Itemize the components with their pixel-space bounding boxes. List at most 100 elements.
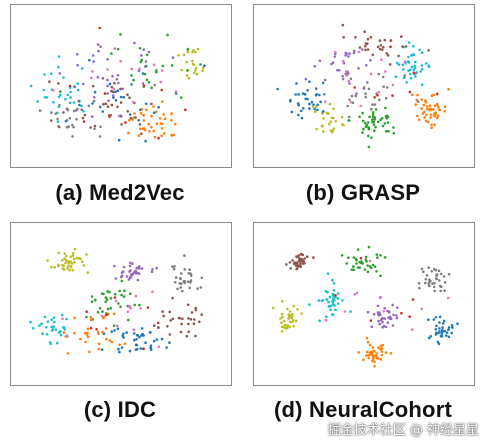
scatter-point — [450, 324, 454, 327]
scatter-point — [376, 93, 379, 97]
scatter-point — [362, 127, 365, 131]
scatter-point — [400, 35, 403, 38]
scatter-point — [75, 117, 78, 121]
scatter-point — [435, 102, 439, 106]
scatter-point — [65, 317, 68, 321]
scatter-point — [82, 120, 86, 123]
scatter-point — [332, 116, 335, 120]
scatter-point — [341, 77, 345, 81]
scatter-point — [76, 107, 79, 111]
scatter-point — [151, 290, 154, 294]
scatter-point — [379, 118, 382, 122]
scatter-point — [67, 260, 70, 263]
scatter-point — [373, 360, 376, 364]
scatter-point — [83, 332, 87, 335]
scatter-point — [60, 259, 64, 262]
scatter-point — [322, 117, 325, 120]
scatter-point — [329, 120, 333, 123]
scatter-point — [375, 253, 379, 256]
scatter-point — [377, 72, 380, 76]
scatter-point — [304, 77, 308, 81]
scatter-point — [98, 105, 102, 109]
scatter-point — [329, 308, 332, 312]
scatter-point — [384, 96, 388, 100]
scatter-point — [370, 136, 373, 139]
scatter-point — [289, 267, 292, 270]
scatter-point — [368, 343, 372, 347]
scatter-point — [425, 105, 429, 108]
scatter-point — [116, 105, 119, 109]
scatter-point — [136, 334, 140, 337]
scatter-point — [88, 350, 91, 354]
scatter-point — [438, 279, 441, 282]
scatter-point — [322, 130, 325, 133]
scatter-point — [101, 310, 104, 313]
scatter-point — [142, 119, 146, 122]
scatter-point — [174, 92, 178, 95]
scatter-point — [420, 51, 424, 54]
scatter-point — [200, 313, 203, 316]
scatter-point — [89, 316, 93, 319]
scatter-point — [411, 93, 414, 97]
scatter-point — [429, 335, 433, 338]
scatter-point — [332, 282, 336, 285]
scatter-point — [103, 92, 107, 95]
scatter-point — [118, 343, 121, 347]
scatter-point — [186, 69, 189, 72]
scatter-point — [380, 48, 384, 52]
scatter-point — [132, 78, 135, 82]
scatter-point — [391, 83, 395, 87]
scatter-point — [411, 328, 414, 331]
scatter-point — [280, 325, 284, 329]
scatter-point — [433, 104, 437, 108]
scatter-point — [187, 330, 190, 334]
scatter-point — [179, 272, 183, 275]
scatter-point — [46, 259, 49, 262]
scatter-point — [385, 52, 388, 55]
scatter-point — [380, 58, 383, 61]
scatter-point — [142, 84, 146, 88]
scatter-point — [96, 331, 100, 334]
scatter-point — [150, 270, 154, 274]
scatter-point — [330, 130, 334, 134]
scatter-point — [405, 81, 408, 84]
scatter-point — [130, 74, 133, 77]
scatter-point — [435, 92, 439, 96]
scatter-point — [382, 85, 385, 88]
scatter-point — [328, 102, 332, 106]
scatter-point — [176, 287, 179, 291]
scatter-point — [174, 122, 177, 126]
scatter-point — [102, 332, 106, 335]
scatter-point — [373, 365, 376, 368]
scatter-point — [395, 61, 399, 65]
scatter-point — [69, 255, 73, 258]
scatter-point — [145, 108, 148, 111]
scatter-point — [110, 340, 114, 344]
scatter-point — [152, 129, 155, 133]
scatter-point — [434, 316, 438, 319]
scatter-point — [195, 72, 199, 76]
scatter-point — [48, 80, 51, 83]
scatter-point — [287, 317, 290, 320]
scatter-point — [348, 52, 351, 55]
scatter-point — [378, 322, 382, 326]
scatter-point — [363, 121, 367, 125]
scatter-point — [135, 343, 138, 347]
scatter-point — [389, 352, 393, 355]
scatter-point — [128, 96, 131, 99]
scatter-point — [444, 334, 448, 337]
scatter-point — [59, 330, 62, 333]
scatter-point — [90, 300, 94, 304]
scatter-point — [76, 63, 79, 67]
scatter-point — [82, 82, 85, 86]
scatter-point — [138, 67, 141, 70]
scatter-point — [366, 121, 370, 124]
scatter-point — [113, 296, 117, 299]
scatter-point — [385, 86, 389, 89]
scatter-point — [104, 102, 108, 105]
scatter-point — [332, 127, 336, 130]
scatter-point — [297, 103, 300, 107]
scatter-point — [373, 103, 377, 106]
scatter-point — [29, 84, 33, 88]
scatter-point — [73, 247, 77, 251]
